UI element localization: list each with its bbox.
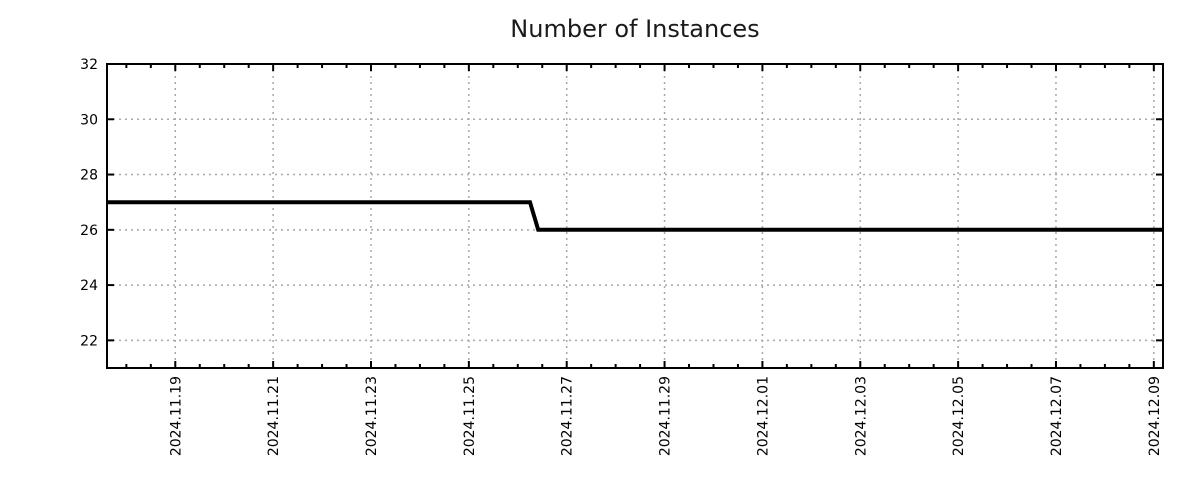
x-tick-label: 2024.12.03 bbox=[853, 376, 869, 456]
x-tick-label: 2024.12.01 bbox=[755, 376, 771, 456]
x-tick-label: 2024.12.09 bbox=[1147, 376, 1163, 456]
plot-border bbox=[106, 63, 1164, 369]
x-tick-label: 2024.11.23 bbox=[364, 376, 380, 456]
series-line-instances bbox=[107, 200, 1163, 232]
x-tick-label: 2024.11.27 bbox=[560, 376, 576, 456]
y-tick-label: 26 bbox=[80, 223, 98, 239]
x-tick-label: 2024.12.05 bbox=[951, 376, 967, 456]
x-tick-label: 2024.11.25 bbox=[462, 376, 478, 456]
y-tick-label: 24 bbox=[80, 278, 98, 294]
y-tick-label: 28 bbox=[80, 168, 98, 184]
x-tick-label: 2024.11.29 bbox=[658, 376, 674, 456]
y-tick-label: 32 bbox=[80, 57, 98, 73]
x-tick-label: 2024.11.21 bbox=[266, 376, 282, 456]
y-tick-label: 30 bbox=[80, 112, 98, 128]
x-tick-label: 2024.11.19 bbox=[168, 376, 184, 456]
x-tick-label: 2024.12.07 bbox=[1049, 376, 1065, 456]
chart-title: Number of Instances bbox=[510, 15, 760, 43]
y-tick-label: 22 bbox=[80, 333, 98, 349]
